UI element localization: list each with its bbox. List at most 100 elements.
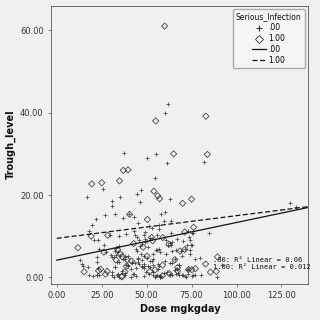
Point: [168, 230, 173, 236]
Point: [150, 273, 156, 278]
Point: [166, 242, 172, 247]
Point: [157, 249, 163, 254]
Point: [120, 216, 125, 221]
Point: [114, 259, 119, 264]
Point: [94, 260, 99, 265]
Point: [96, 268, 101, 273]
Point: [144, 239, 149, 244]
Point: [110, 272, 115, 277]
Point: [177, 262, 182, 268]
Point: [164, 270, 169, 275]
Point: [79, 262, 84, 267]
Point: [132, 214, 137, 220]
Point: [94, 272, 99, 277]
Point: [181, 238, 186, 243]
Point: [117, 194, 123, 199]
Point: [105, 233, 110, 238]
Point: [208, 270, 213, 275]
Point: [174, 272, 179, 277]
Point: [155, 272, 160, 277]
Point: [123, 231, 128, 236]
Point: [157, 274, 163, 279]
Point: [124, 264, 129, 269]
Point: [145, 217, 150, 222]
Point: [132, 232, 138, 237]
Point: [189, 230, 194, 235]
Point: [144, 156, 149, 161]
Point: [89, 234, 94, 239]
Point: [118, 253, 123, 258]
Point: [133, 246, 139, 251]
Point: [146, 244, 151, 249]
Point: [86, 265, 91, 270]
Point: [140, 263, 145, 268]
Point: [137, 243, 142, 248]
Point: [136, 237, 141, 243]
Point: [158, 274, 163, 279]
Point: [96, 273, 101, 278]
Point: [103, 272, 108, 277]
Point: [214, 274, 219, 279]
Point: [147, 269, 152, 274]
X-axis label: Dose mgkgday: Dose mgkgday: [140, 304, 220, 315]
Point: [162, 209, 167, 214]
Point: [204, 114, 209, 119]
Point: [96, 247, 101, 252]
Point: [132, 271, 137, 276]
Point: [160, 263, 165, 268]
Point: [170, 272, 175, 277]
Point: [147, 223, 152, 228]
Point: [171, 151, 176, 156]
Point: [95, 237, 100, 243]
Point: [187, 252, 192, 257]
Point: [179, 253, 184, 258]
Point: [120, 254, 125, 259]
Point: [141, 254, 147, 259]
Point: [149, 258, 155, 263]
Point: [104, 249, 109, 254]
Point: [86, 228, 91, 233]
Point: [149, 235, 154, 240]
Point: [84, 195, 90, 200]
Point: [162, 110, 167, 115]
Point: [122, 269, 127, 274]
Point: [128, 267, 133, 272]
Point: [214, 269, 219, 274]
Point: [153, 274, 158, 279]
Point: [82, 269, 87, 274]
Point: [167, 273, 172, 278]
Point: [143, 269, 148, 274]
Point: [151, 251, 156, 256]
Point: [87, 272, 92, 277]
Point: [92, 238, 97, 243]
Point: [101, 250, 107, 255]
Point: [172, 256, 178, 261]
Point: [190, 230, 196, 236]
Point: [190, 273, 196, 278]
Point: [142, 230, 148, 235]
Point: [165, 161, 170, 166]
Point: [288, 201, 293, 206]
Point: [119, 268, 124, 274]
Point: [129, 259, 134, 264]
Point: [153, 118, 158, 124]
Point: [156, 266, 161, 271]
Point: [122, 272, 127, 277]
Point: [147, 236, 152, 241]
Point: [135, 256, 140, 261]
Point: [142, 236, 148, 242]
Point: [131, 241, 136, 246]
Point: [123, 271, 128, 276]
Point: [189, 196, 194, 202]
Point: [168, 260, 173, 265]
Point: [129, 261, 134, 266]
Point: [156, 264, 161, 269]
Point: [172, 257, 178, 262]
Point: [99, 180, 104, 185]
Point: [76, 245, 81, 250]
Point: [108, 232, 113, 237]
Point: [186, 266, 191, 271]
Point: [77, 258, 82, 263]
Point: [156, 246, 162, 251]
Point: [183, 275, 188, 280]
